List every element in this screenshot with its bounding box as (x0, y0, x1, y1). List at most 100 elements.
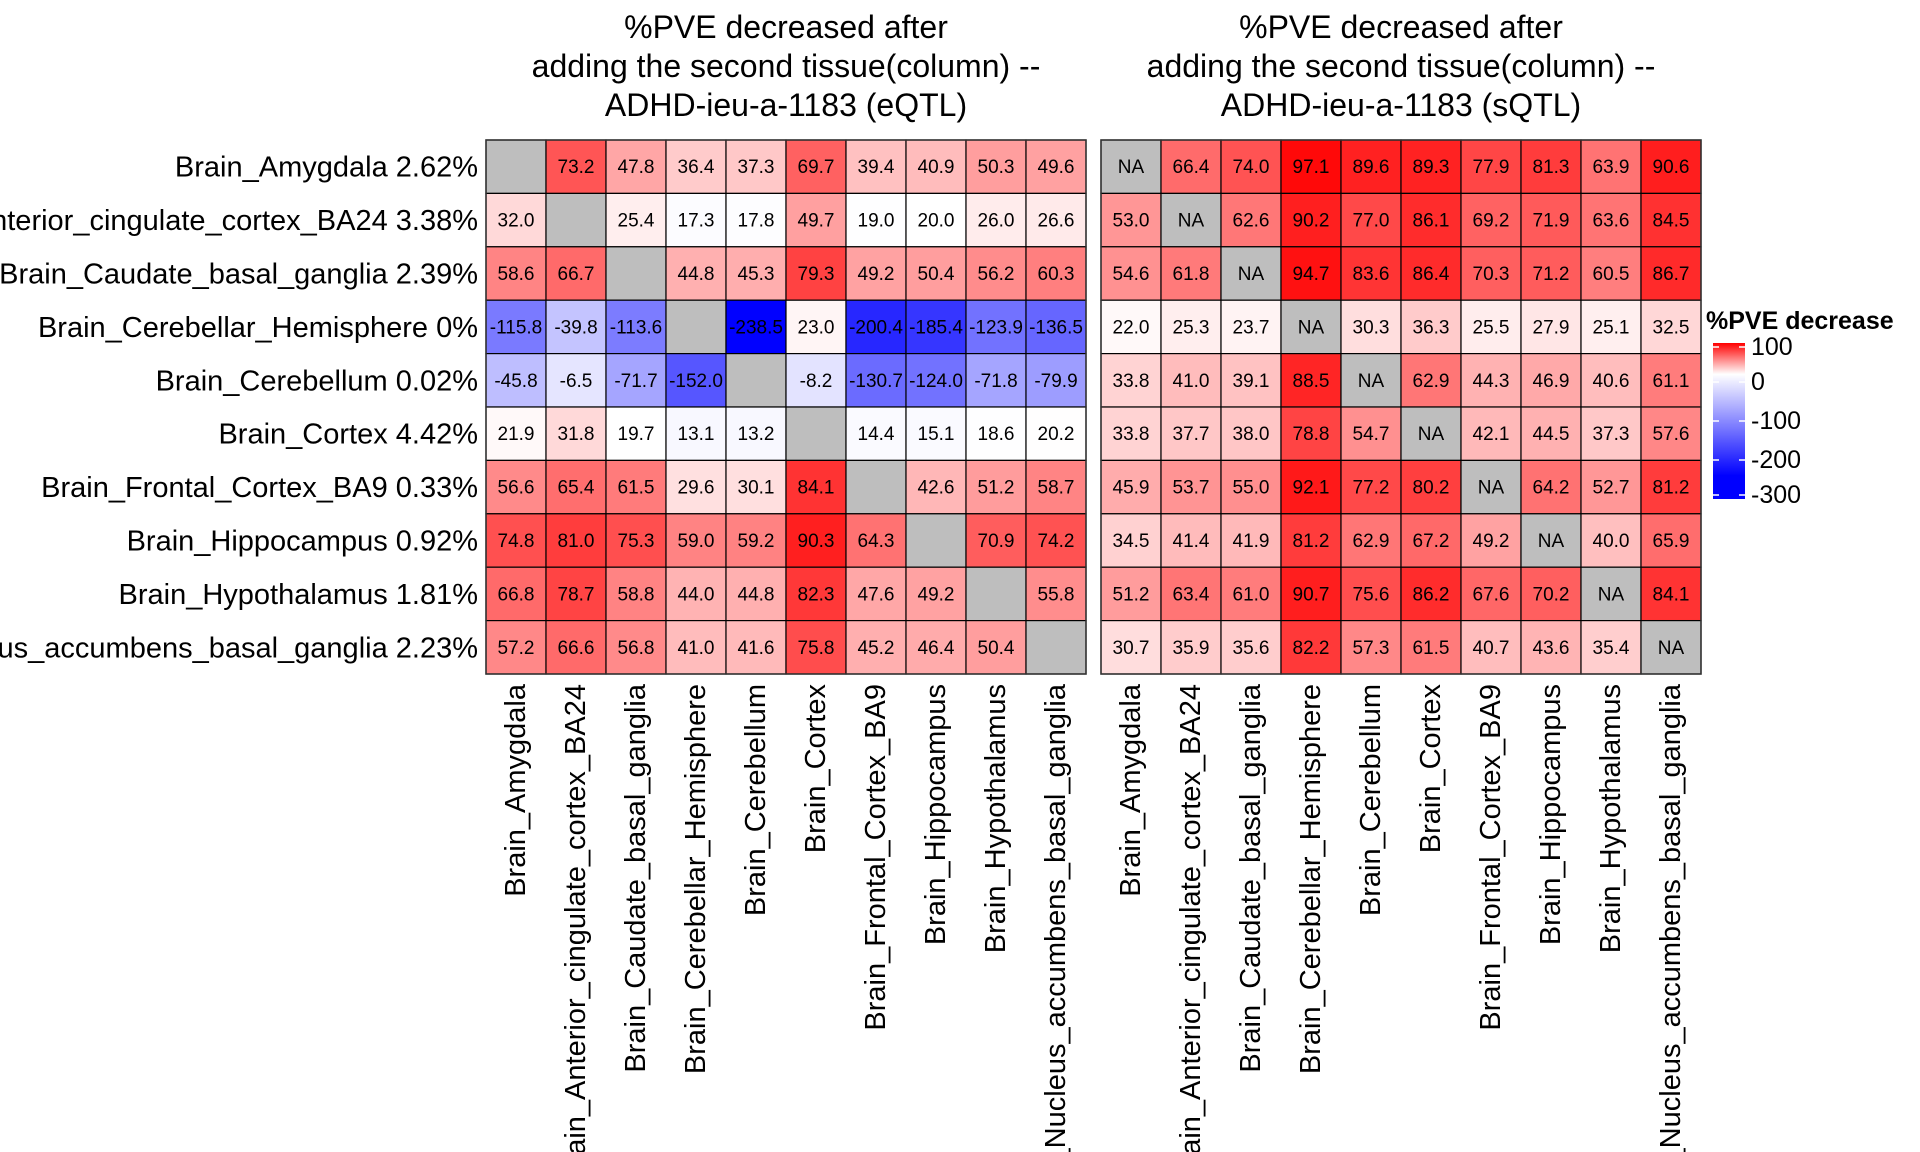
cell-value-label: 25.3 (1173, 317, 1210, 338)
column-label: Brain_Frontal_Cortex_BA9 (860, 684, 892, 1031)
heatmap-cell (1280, 513, 1342, 568)
heatmap-cell (1460, 619, 1522, 675)
cell-value-label: 36.3 (1413, 317, 1450, 338)
heatmap-cell (1160, 619, 1222, 675)
cell-value-label: 78.8 (1293, 424, 1330, 445)
column-label: Brain_Hypothalamus (980, 684, 1012, 953)
heatmap-cell (725, 459, 787, 515)
heatmap-cell (1460, 353, 1522, 408)
heatmap-cell (545, 459, 607, 515)
cell-value-label: 67.6 (1473, 584, 1510, 605)
cell-value-label: 84.5 (1653, 211, 1690, 232)
heatmap-cell (1580, 299, 1642, 355)
column-label: Brain_Cerebellum (1355, 684, 1387, 916)
cell-value-label: 41.6 (738, 638, 775, 659)
cell-value-label: 33.8 (1113, 371, 1150, 392)
cell-value-label: 20.0 (918, 211, 955, 232)
heatmap-cell (725, 566, 787, 622)
heatmap-cell (1400, 353, 1462, 408)
heatmap-cell (1025, 299, 1087, 355)
cell-value-label: 81.2 (1653, 478, 1690, 499)
cell-value-label: 89.6 (1353, 157, 1390, 178)
row-label: Brain_Nucleus_accumbens_basal_ganglia 2.… (0, 632, 478, 664)
heatmap-cell (485, 566, 547, 622)
heatmap-cell (725, 246, 787, 301)
cell-value-label: 61.5 (1413, 638, 1450, 659)
cell-value-label: 61.1 (1653, 371, 1690, 392)
cell-value-label: 81.0 (558, 531, 595, 552)
cell-value-label: 66.4 (1173, 157, 1210, 178)
heatmap-cell (1460, 299, 1522, 355)
cell-value-label: 63.4 (1173, 584, 1210, 605)
cell-value-label: 77.2 (1353, 478, 1390, 499)
heatmap-cell (1220, 566, 1282, 622)
cell-value-label: 30.1 (738, 478, 775, 499)
cell-value-label: 35.9 (1173, 638, 1210, 659)
cell-value-label: -238.5 (729, 317, 783, 338)
cell-value-label: -115.8 (490, 317, 542, 338)
cell-value-label: 67.2 (1413, 531, 1450, 552)
heatmap-cell (545, 139, 607, 195)
cell-value-label: 36.4 (678, 157, 715, 178)
cell-value-label: -45.8 (494, 371, 537, 392)
cell-value-label: 26.0 (978, 211, 1015, 232)
cell-value-label: 82.2 (1293, 638, 1330, 659)
cell-value-label: 43.6 (1533, 638, 1570, 659)
cell-value-label: 25.4 (618, 211, 655, 232)
cell-value-label: 22.0 (1113, 317, 1150, 338)
cell-value-label: -113.6 (610, 317, 662, 338)
heatmap-cell (1340, 459, 1402, 515)
chart-title-line: adding the second tissue(column) -- (532, 48, 1041, 84)
heatmap-cell (1280, 459, 1342, 515)
heatmap-cell (725, 513, 787, 568)
heatmap-cell (485, 459, 547, 515)
heatmap-cell (1280, 406, 1342, 462)
heatmap-cell-na (1160, 192, 1222, 248)
cell-value-label: 35.6 (1233, 638, 1270, 659)
cell-value-label: 23.7 (1233, 317, 1270, 338)
cell-value-label: 65.9 (1653, 531, 1690, 552)
cell-value-label: 29.6 (678, 478, 715, 499)
cell-value-label: 81.2 (1293, 531, 1330, 552)
heatmap-cell (1025, 246, 1087, 301)
legend-tick-label: -200 (1751, 446, 1801, 474)
heatmap-cell (905, 459, 967, 515)
column-label: Brain_Cerebellum (740, 684, 772, 916)
heatmap-cell (1640, 459, 1702, 515)
cell-value-label: 49.2 (918, 584, 955, 605)
cell-value-label: 84.1 (1653, 584, 1690, 605)
cell-value-label: 70.3 (1473, 264, 1510, 285)
cell-value-label: NA (1538, 531, 1565, 552)
cell-value-label: 53.7 (1173, 478, 1210, 499)
cell-value-label: 13.1 (678, 424, 715, 445)
legend-title: %PVE decrease (1706, 307, 1894, 335)
cell-value-label: 40.9 (918, 157, 955, 178)
cell-value-label: 39.4 (858, 157, 895, 178)
heatmap-cell (1100, 246, 1162, 301)
heatmap-cell (1580, 513, 1642, 568)
heatmap-cell-na (1025, 619, 1087, 675)
cell-value-label: -71.7 (614, 371, 657, 392)
heatmap-cell-na (545, 192, 607, 248)
heatmap-cell (485, 353, 547, 408)
cell-value-label: 39.1 (1233, 371, 1270, 392)
cell-value-label: 27.9 (1533, 317, 1570, 338)
heatmap-cell (965, 406, 1027, 462)
cell-value-label: 40.6 (1593, 371, 1630, 392)
heatmap-cell (785, 566, 847, 622)
cell-value-label: -136.5 (1029, 317, 1083, 338)
cell-value-label: 37.3 (738, 157, 775, 178)
cell-value-label: 57.6 (1653, 424, 1690, 445)
cell-value-label: 56.2 (978, 264, 1015, 285)
heatmap-cell (1220, 459, 1282, 515)
cell-value-label: 14.4 (858, 424, 895, 445)
row-label: Brain_Amygdala 2.62% (175, 152, 478, 184)
cell-value-label: 60.3 (1038, 264, 1075, 285)
cell-value-label: 90.7 (1293, 584, 1330, 605)
cell-value-label: 77.0 (1353, 211, 1390, 232)
heatmap-cell (1580, 246, 1642, 301)
heatmap-cell (845, 566, 907, 622)
heatmap-cell-na (905, 513, 967, 568)
cell-value-label: 84.1 (798, 478, 835, 499)
